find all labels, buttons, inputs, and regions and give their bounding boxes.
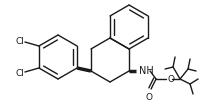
Text: O: O [167, 75, 174, 84]
Text: Cl: Cl [15, 68, 24, 77]
Text: O: O [146, 93, 153, 102]
Text: NH: NH [139, 66, 154, 76]
Text: Cl: Cl [15, 38, 24, 47]
